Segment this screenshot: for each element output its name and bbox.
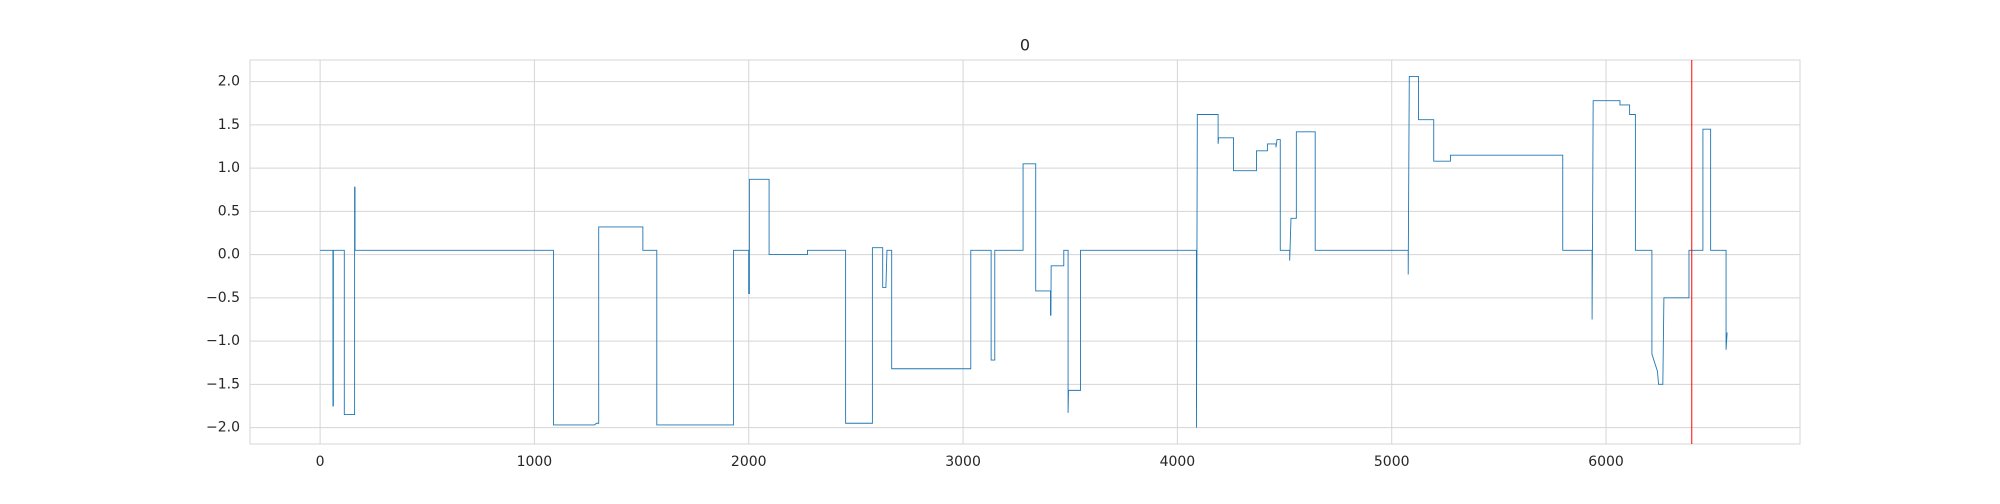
y-tick-label: 0.0 (218, 247, 240, 263)
y-tick-label: 1.0 (218, 160, 240, 176)
x-tick-label: 1000 (517, 454, 553, 470)
x-tick-label: 3000 (945, 454, 981, 470)
x-tick-label: 6000 (1588, 454, 1624, 470)
y-tick-label: 1.5 (218, 117, 240, 133)
data-line (320, 75, 1728, 428)
plot-frame (249, 59, 1801, 445)
x-tick-label: 4000 (1160, 454, 1196, 470)
y-tick-label: 0.5 (218, 203, 240, 219)
x-tick-label: 0 (316, 454, 325, 470)
y-tick-label: −1.0 (206, 333, 240, 349)
x-tick-label: 2000 (731, 454, 767, 470)
x-tick-label: 5000 (1374, 454, 1410, 470)
y-tick-label: −1.5 (206, 376, 240, 392)
y-tick-label: 2.0 (218, 74, 240, 90)
y-tick-label: −0.5 (206, 290, 240, 306)
y-tick-label: −2.0 (206, 420, 240, 436)
chart-title: 0 (1020, 36, 1030, 55)
